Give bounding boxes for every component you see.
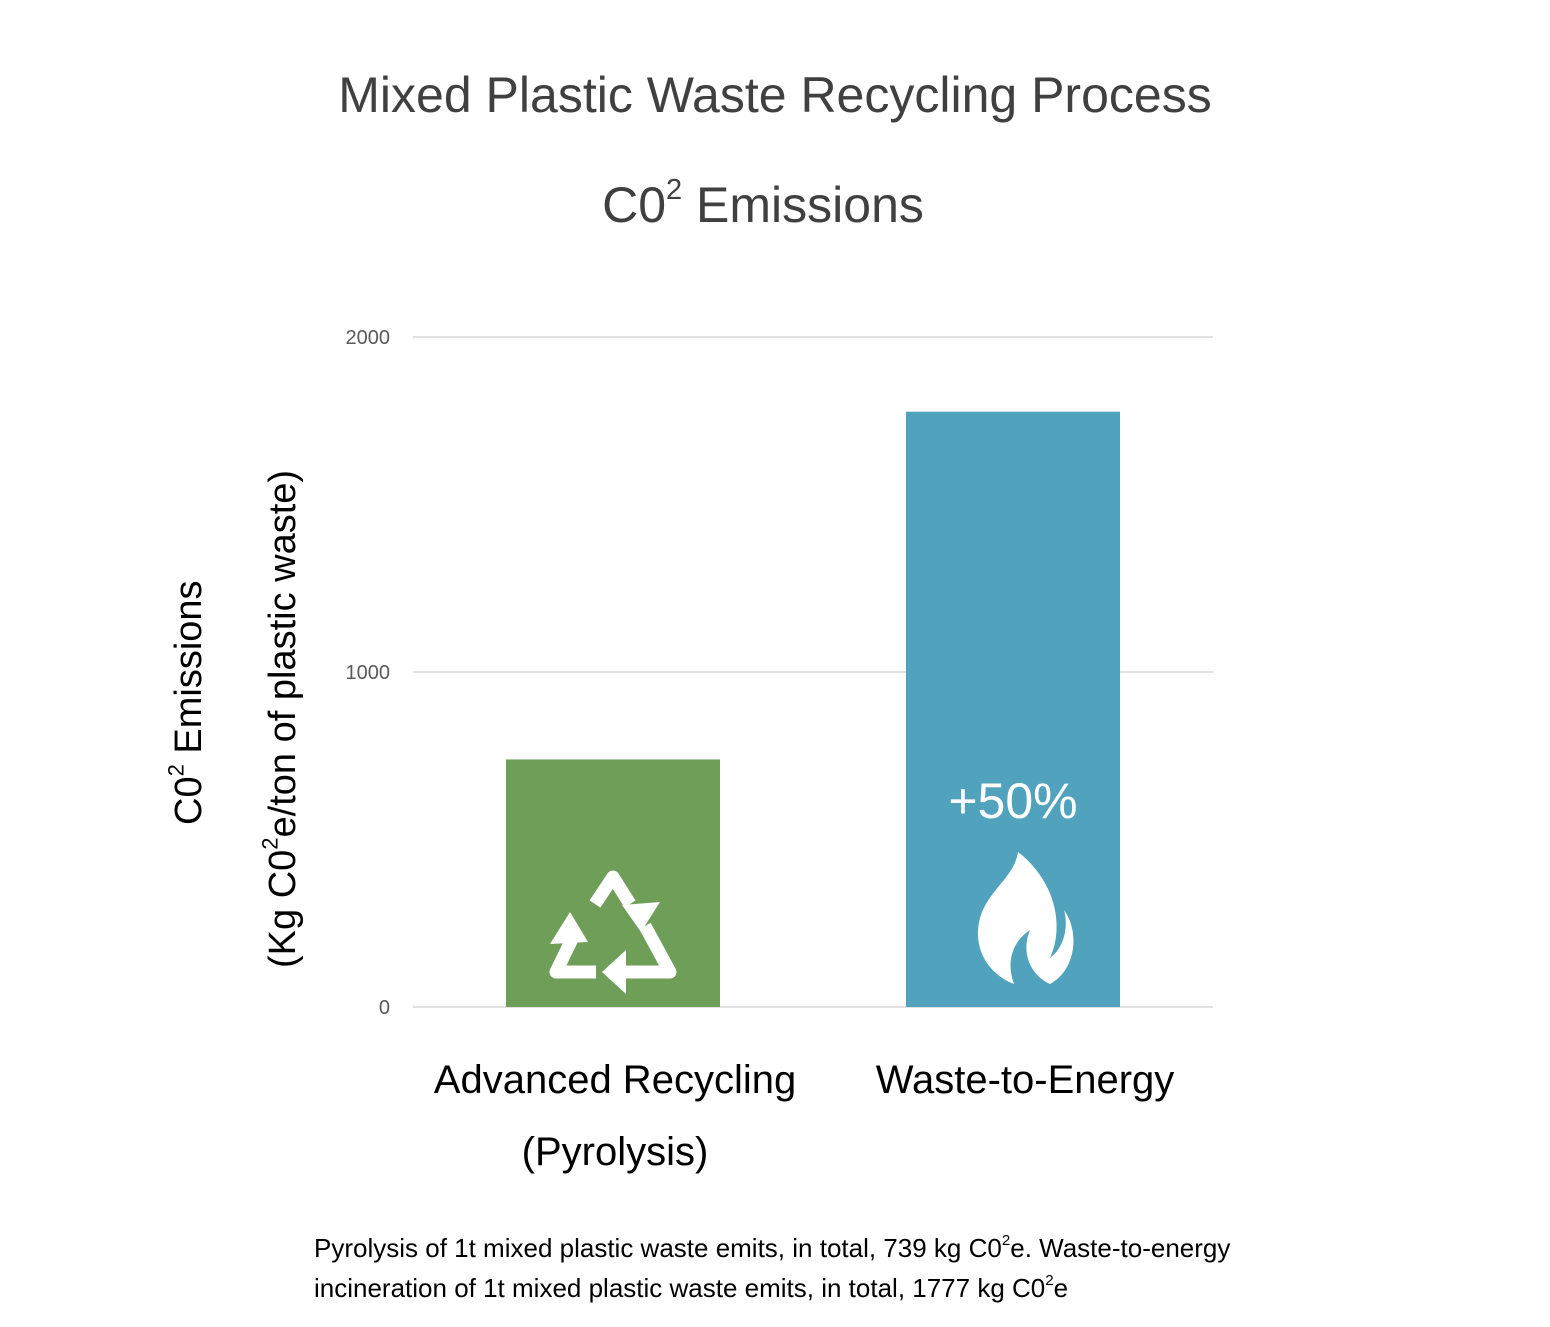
caption-superscript: 2: [1045, 1271, 1054, 1289]
caption-text: e: [1053, 1273, 1069, 1303]
subtitle-suffix: Emissions: [682, 177, 924, 233]
flame-icon: [977, 852, 1074, 984]
chart-title: Mixed Plastic Waste Recycling Process: [338, 67, 1212, 123]
subtitle-prefix: C0: [602, 177, 667, 233]
x-tick-label-advanced-recycling: Advanced Recycling (Pyrolysis): [400, 1044, 830, 1188]
caption-line-2: incineration of 1t mixed plastic waste e…: [314, 1268, 1514, 1308]
x-tick-label-waste-to-energy: Waste-to-Energy: [820, 1044, 1230, 1116]
caption-text: e. Waste-to-energy: [1010, 1233, 1231, 1263]
caption-line-1: Pyrolysis of 1t mixed plastic waste emit…: [314, 1228, 1514, 1268]
y-tick-labels: 0 1000 2000: [346, 327, 391, 1019]
caption-superscript: 2: [1001, 1231, 1011, 1249]
bars: [506, 411, 1120, 1008]
caption-text: incineration of 1t mixed plastic waste e…: [314, 1273, 1046, 1303]
y-tick-label: 2000: [346, 327, 391, 349]
y-tick-label: 1000: [346, 662, 391, 684]
recycle-icon: [549, 870, 677, 994]
x-tick-label-line: Waste-to-Energy: [875, 1058, 1175, 1102]
x-tick-label-line: (Pyrolysis): [521, 1130, 709, 1174]
subtitle-superscript: 2: [666, 173, 683, 206]
caption: Pyrolysis of 1t mixed plastic waste emit…: [314, 1228, 1514, 1308]
bar-annotation: +50%: [948, 773, 1077, 829]
caption-text: Pyrolysis of 1t mixed plastic waste emit…: [314, 1233, 1002, 1263]
x-tick-label-line: Advanced Recycling: [433, 1058, 797, 1102]
chart-subtitle: C02 Emissions: [0, 173, 1538, 234]
y-tick-label: 0: [379, 997, 390, 1019]
